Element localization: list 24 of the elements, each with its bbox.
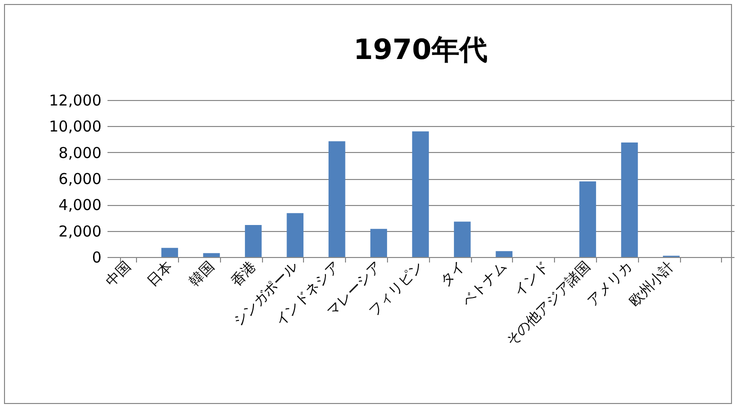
y-tick-label: 2,000 xyxy=(58,222,102,240)
x-tick-label: 日本 xyxy=(144,258,176,290)
bar xyxy=(370,228,388,257)
x-tick-label: 韓国 xyxy=(186,258,218,290)
bar xyxy=(286,213,304,257)
bar xyxy=(579,181,596,257)
bar xyxy=(621,142,638,257)
chart-title: 1970年代 xyxy=(354,33,488,66)
bar xyxy=(496,251,512,257)
x-tick-label: 中国 xyxy=(102,258,134,290)
bar xyxy=(244,224,262,257)
y-tick-label: 4,000 xyxy=(58,196,102,214)
bar xyxy=(161,248,178,257)
x-tick-label: 香港 xyxy=(228,258,260,290)
bar xyxy=(412,131,429,257)
y-tick-label: 8,000 xyxy=(58,144,102,162)
y-tick-label: 10,000 xyxy=(49,118,102,136)
bar xyxy=(328,141,346,257)
bar xyxy=(203,253,220,257)
y-tick-label: 12,000 xyxy=(49,92,102,110)
y-tick-label: 0 xyxy=(92,248,102,266)
x-tick-label: タイ xyxy=(437,258,468,290)
y-tick-label: 6,000 xyxy=(58,170,102,188)
bar xyxy=(454,222,471,257)
